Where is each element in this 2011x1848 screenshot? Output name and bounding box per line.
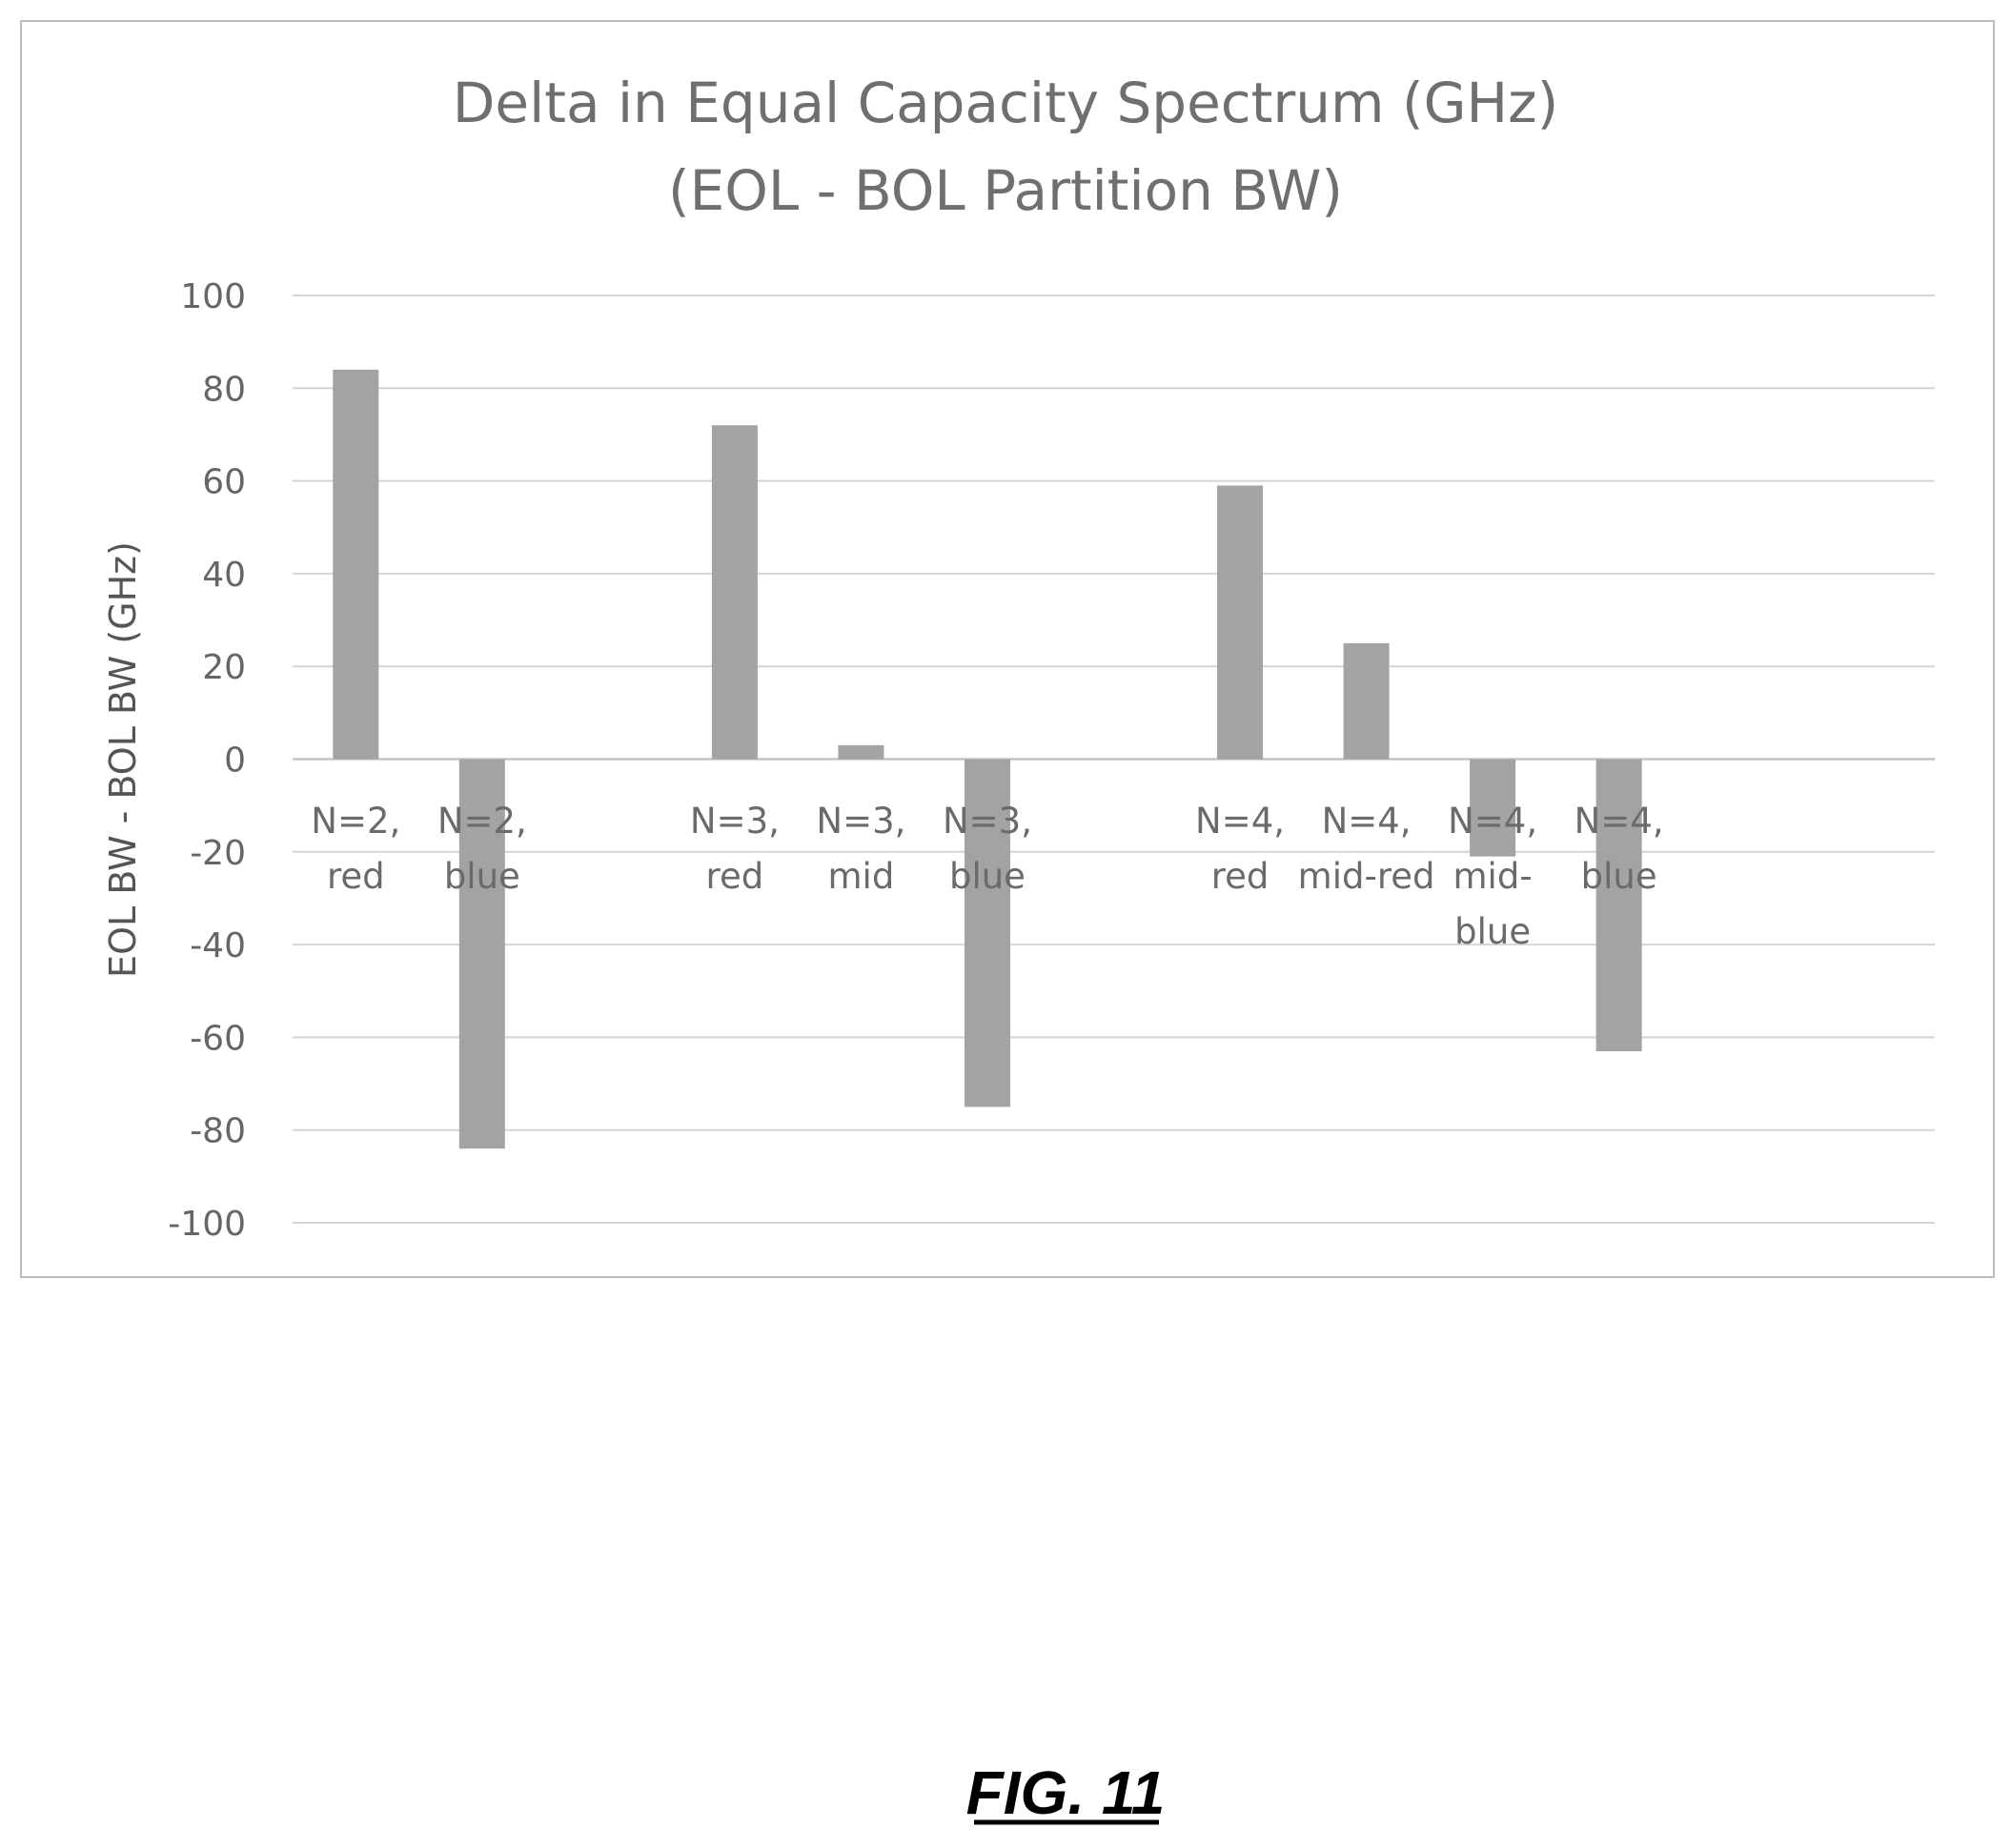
y-tick-label-10: -100 bbox=[168, 1205, 246, 1244]
category-label-0-line-0: N=2, bbox=[311, 801, 400, 842]
category-label-0-line-1: red bbox=[327, 856, 385, 897]
y-axis-label: EOL BW - BOL BW (GHz) bbox=[102, 541, 144, 978]
category-label-8-line-0: N=4, bbox=[1574, 801, 1664, 842]
category-label-4-line-1: blue bbox=[949, 856, 1026, 897]
y-tick-labels: 100 80 60 40 20 0 -20 -40 -60 -80 -100 bbox=[168, 277, 246, 1244]
category-label-1-line-1: blue bbox=[444, 856, 520, 897]
category-label-3-line-0: N=3, bbox=[816, 801, 905, 842]
category-label-3-line-1: mid bbox=[828, 856, 895, 897]
bar-7 bbox=[1470, 759, 1516, 857]
bars bbox=[333, 369, 1642, 1149]
y-tick-label-6: -20 bbox=[190, 834, 246, 873]
y-tick-label-8: -60 bbox=[190, 1019, 246, 1058]
category-label-1-line-0: N=2, bbox=[437, 801, 527, 842]
chart-title-line-2: (EOL - BOL Partition BW) bbox=[668, 158, 1343, 223]
y-tick-label-0: 100 bbox=[180, 277, 246, 316]
category-label-7-line-1: mid- bbox=[1453, 856, 1533, 897]
y-tick-label-1: 80 bbox=[202, 370, 246, 409]
category-label-8-line-1: blue bbox=[1581, 856, 1657, 897]
category-label-6-line-1: mid-red bbox=[1298, 856, 1435, 897]
bar-4 bbox=[964, 759, 1010, 1107]
bar-5 bbox=[1217, 485, 1264, 760]
category-label-5-line-0: N=4, bbox=[1195, 801, 1285, 842]
y-tick-label-5: 0 bbox=[224, 741, 246, 781]
bar-6 bbox=[1343, 642, 1390, 760]
y-tick-label-3: 40 bbox=[202, 556, 246, 595]
category-label-2-line-1: red bbox=[706, 856, 764, 897]
bar-2 bbox=[711, 425, 758, 760]
y-tick-label-9: -80 bbox=[190, 1112, 246, 1151]
bar-3 bbox=[838, 744, 884, 760]
y-gridlines bbox=[293, 294, 1935, 1224]
category-labels: N=2, red N=2, blue N=3, red N=3, mid N=3, blue N=4… bbox=[311, 801, 1663, 952]
category-label-7-line-0: N=4, bbox=[1448, 801, 1537, 842]
category-label-6-line-0: N=4, bbox=[1322, 801, 1412, 842]
bar-8 bbox=[1595, 759, 1642, 1051]
bar-0 bbox=[333, 369, 379, 760]
category-label-5-line-1: red bbox=[1211, 856, 1270, 897]
y-tick-label-7: -40 bbox=[190, 926, 246, 965]
bar-1 bbox=[458, 759, 505, 1149]
category-label-7-line-2: blue bbox=[1454, 911, 1531, 952]
figure-caption: FIG. 11 bbox=[966, 1758, 1166, 1827]
chart-title-line-1: Delta in Equal Capacity Spectrum (GHz) bbox=[453, 71, 1558, 135]
category-label-4-line-0: N=3, bbox=[943, 801, 1032, 842]
y-tick-label-4: 20 bbox=[202, 648, 246, 687]
y-tick-label-2: 60 bbox=[202, 463, 246, 502]
category-label-2-line-0: N=3, bbox=[690, 801, 780, 842]
